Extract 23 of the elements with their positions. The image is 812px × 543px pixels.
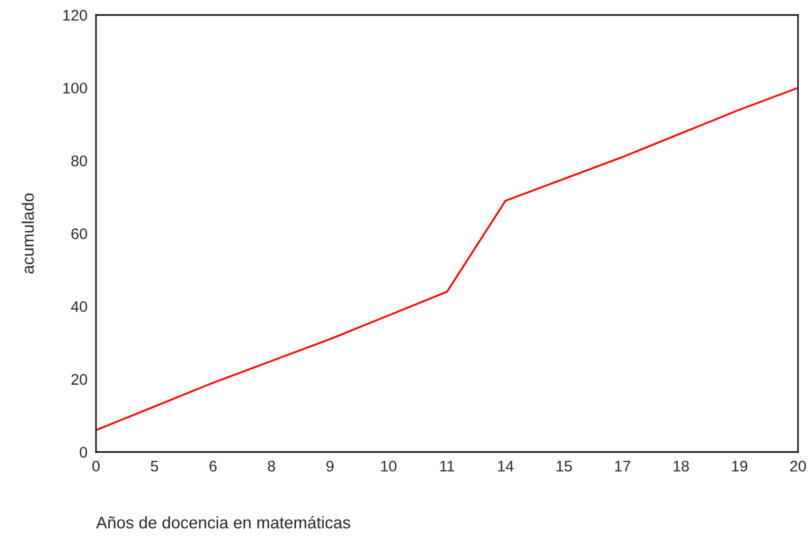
x-axis-title: Años de docencia en matemáticas	[96, 516, 350, 528]
x-tick-label: 11	[440, 460, 454, 472]
x-tick-label: 19	[732, 460, 748, 472]
x-tick-label: 6	[210, 460, 217, 472]
x-tick-label: 10	[381, 460, 396, 472]
x-tick-label: 18	[674, 460, 689, 472]
line-series	[96, 86, 798, 432]
x-tick-label: 15	[556, 460, 572, 472]
x-tick-label: 5	[150, 460, 158, 472]
x-tick-label: 9	[326, 460, 334, 472]
y-tick-label: 80	[71, 156, 88, 166]
x-tick-label: 14	[498, 460, 514, 472]
x-tick-label: 17	[615, 460, 630, 472]
y-tick-label: 100	[63, 82, 88, 94]
x-tick-label: 20	[790, 460, 806, 472]
x-tick-label: 0	[92, 460, 100, 472]
y-tick-label: 120	[63, 10, 88, 21]
y-tick-label: 20	[71, 374, 88, 385]
y-tick-label: 0	[80, 446, 88, 458]
x-tick-label: 8	[268, 460, 276, 472]
y-axis-title: acumulado	[22, 193, 34, 274]
y-tick-label: 40	[71, 301, 88, 312]
y-tick-label: 60	[71, 228, 88, 240]
